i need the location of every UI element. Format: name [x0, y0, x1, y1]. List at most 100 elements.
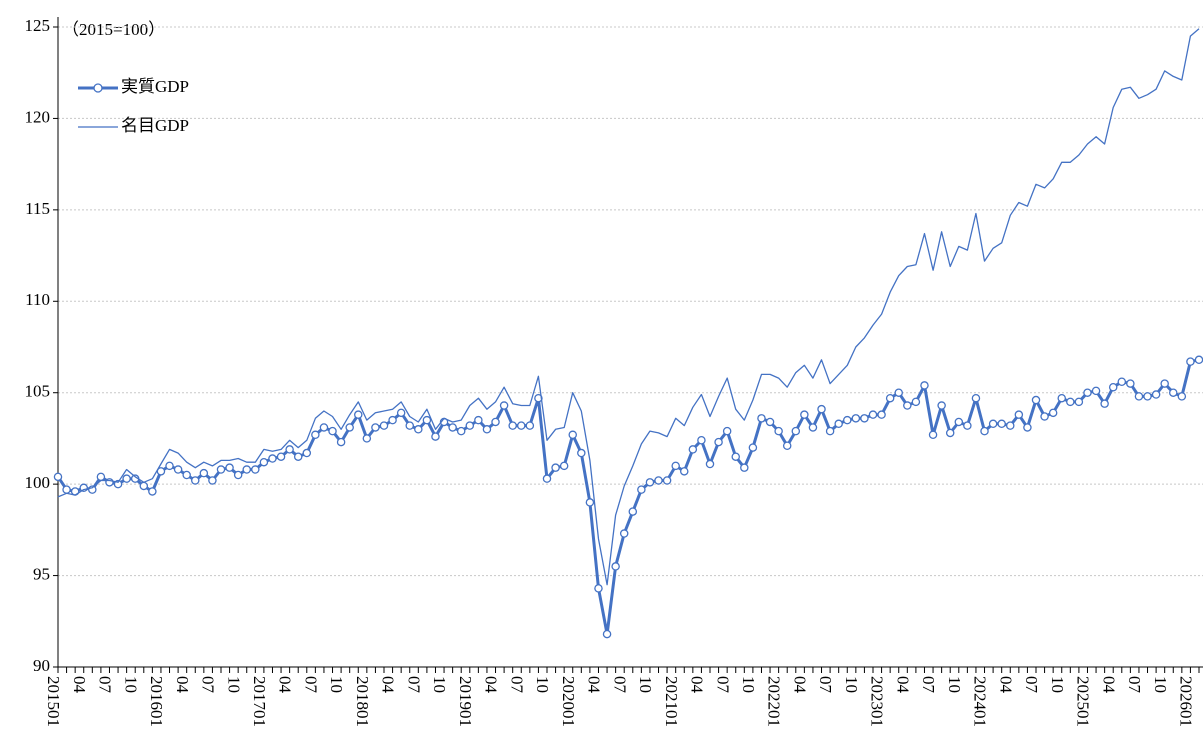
- data-point: [1134, 392, 1144, 401]
- x-tick-label: 07: [199, 676, 218, 694]
- data-point: [585, 498, 595, 507]
- x-tick-label: 04: [790, 676, 809, 694]
- data-point: [628, 507, 638, 516]
- data-point: [808, 423, 818, 432]
- data-point: [1108, 382, 1118, 392]
- data-point: [705, 459, 715, 469]
- data-point: [328, 426, 337, 436]
- data-point: [199, 468, 209, 478]
- x-tick-label: 10: [533, 676, 552, 693]
- x-tick-label: 04: [379, 676, 398, 694]
- x-tick-label: 10: [1151, 676, 1170, 693]
- x-tick-label: 10: [945, 676, 964, 693]
- data-point: [259, 457, 269, 467]
- x-tick-label: 10: [224, 676, 243, 693]
- data-point: [671, 461, 680, 471]
- data-point: [894, 388, 903, 397]
- data-point: [834, 419, 843, 429]
- data-point: [508, 421, 517, 430]
- data-point: [1143, 392, 1152, 401]
- x-tick-label: 04: [1099, 676, 1118, 694]
- data-point: [551, 463, 560, 472]
- data-point: [568, 430, 577, 440]
- y-tick-label: 100: [25, 473, 51, 492]
- data-point: [637, 485, 646, 494]
- data-point: [414, 425, 423, 434]
- data-point: [782, 441, 792, 450]
- data-point: [920, 381, 929, 390]
- data-point: [362, 434, 372, 443]
- data-point: [903, 401, 912, 410]
- data-point: [825, 426, 835, 436]
- x-tick-label: 07: [816, 676, 835, 694]
- x-tick-label: 07: [919, 676, 938, 694]
- data-point: [928, 430, 938, 440]
- data-point: [354, 410, 363, 419]
- data-point: [216, 465, 226, 474]
- x-tick-label: 10: [842, 676, 861, 693]
- y-tick-label: 90: [33, 656, 50, 675]
- data-point: [885, 393, 895, 403]
- x-tick-label: 04: [996, 676, 1015, 694]
- x-tick-label: 07: [301, 676, 320, 694]
- data-point: [482, 425, 492, 434]
- data-point: [731, 452, 740, 461]
- data-point: [1186, 357, 1195, 366]
- data-point: [1006, 421, 1015, 430]
- x-tick-label: 04: [688, 676, 707, 694]
- data-point: [448, 423, 457, 432]
- x-tick-label: 04: [173, 676, 192, 694]
- data-point: [405, 421, 414, 430]
- data-point: [1160, 379, 1169, 388]
- data-point: [1023, 423, 1032, 432]
- x-tick-label: 07: [1022, 676, 1041, 694]
- x-tick-label: 202301: [868, 676, 887, 727]
- data-point: [851, 414, 861, 423]
- data-point: [611, 562, 620, 571]
- series-line: [56, 358, 1200, 636]
- data-point: [379, 421, 389, 430]
- data-point: [997, 419, 1006, 429]
- data-point: [534, 393, 543, 403]
- data-point: [1117, 377, 1127, 386]
- data-point: [311, 430, 320, 440]
- x-tick-label: 04: [893, 676, 912, 694]
- data-point: [602, 629, 612, 639]
- data-point: [302, 448, 312, 458]
- data-point: [868, 410, 878, 419]
- data-point: [877, 410, 886, 419]
- data-point: [336, 437, 346, 447]
- data-point: [225, 463, 234, 472]
- data-point: [980, 426, 989, 436]
- x-tick-label: 04: [70, 676, 89, 694]
- series-line: [57, 28, 1200, 586]
- data-point: [971, 393, 981, 403]
- data-point: [122, 474, 131, 483]
- data-point: [474, 415, 483, 425]
- data-point: [645, 478, 655, 487]
- data-point: [594, 584, 603, 593]
- data-point: [577, 448, 586, 458]
- x-tick-label: 10: [1048, 676, 1067, 693]
- data-point: [722, 426, 732, 436]
- data-point: [619, 529, 629, 538]
- data-point: [1091, 386, 1101, 396]
- data-point: [345, 423, 354, 432]
- data-point: [285, 445, 294, 454]
- data-point: [465, 421, 475, 430]
- data-point: [800, 410, 809, 419]
- x-tick-label: 201601: [147, 676, 166, 727]
- x-tick-label: 04: [276, 676, 295, 694]
- data-point: [654, 476, 663, 485]
- data-point: [251, 465, 260, 474]
- data-point: [817, 404, 826, 414]
- data-point: [937, 401, 946, 410]
- x-tick-label: 202101: [662, 676, 681, 727]
- data-point: [843, 415, 852, 425]
- data-point: [662, 476, 672, 485]
- x-tick-label: 07: [610, 676, 629, 694]
- data-point: [191, 476, 200, 485]
- data-point: [1031, 395, 1041, 405]
- data-point: [1074, 397, 1084, 407]
- data-point: [268, 454, 277, 463]
